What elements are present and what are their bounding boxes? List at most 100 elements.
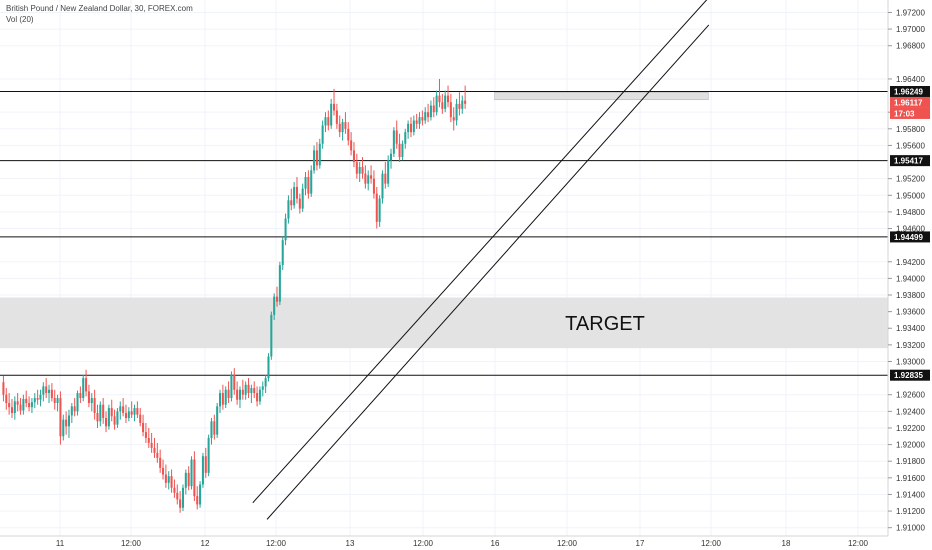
candle-body [127, 411, 130, 418]
candle-body [56, 398, 59, 404]
candle-body [5, 394, 8, 404]
candle-body [267, 356, 270, 379]
y-tick-label: 1.93400 [896, 324, 925, 333]
y-tick-label: 1.92000 [896, 441, 925, 450]
candle-body [313, 150, 316, 171]
y-tick-label: 1.92200 [896, 424, 925, 433]
candle-body [293, 186, 296, 206]
y-tick-label: 1.93200 [896, 341, 925, 350]
level-tag-bg [890, 231, 930, 243]
candle-body [213, 421, 216, 435]
y-tick-label: 1.92400 [896, 407, 925, 416]
candle-body [352, 150, 355, 163]
current-price-tag-bg [890, 96, 930, 108]
candle-body [327, 117, 330, 126]
candle-body [45, 386, 48, 394]
candle-body [247, 384, 250, 394]
candle-body [238, 389, 241, 400]
candle-body [290, 200, 293, 206]
candle-body [10, 407, 13, 414]
candle-body [53, 398, 56, 404]
candle-body [464, 100, 467, 104]
candle-body [364, 173, 367, 184]
candle-body [170, 476, 173, 488]
levels [0, 90, 888, 376]
candle-body [378, 198, 381, 222]
candle-body [241, 389, 244, 395]
candle-body [65, 419, 68, 427]
y-tick-label: 1.91000 [896, 524, 925, 533]
volume-label: Vol (20) [6, 15, 34, 24]
candle-body [452, 117, 455, 121]
candle-body [230, 374, 233, 399]
candle-body [261, 386, 264, 390]
candle-body [404, 132, 407, 144]
candle-body [427, 112, 430, 118]
level-tag-bg [890, 369, 930, 381]
x-tick-label: 18 [782, 539, 791, 548]
candle-body [59, 398, 62, 437]
candle-body [358, 167, 361, 174]
candle-body [196, 496, 199, 505]
candle-body [219, 393, 222, 407]
candle-body [407, 123, 410, 133]
target-label: TARGET [565, 313, 645, 335]
candle-body [82, 378, 85, 399]
candle-body [79, 393, 82, 399]
candle-body [207, 437, 210, 473]
candle-body [113, 416, 116, 425]
candle-body [287, 200, 290, 219]
candle-body [164, 474, 167, 483]
candle-body [438, 95, 441, 103]
x-tick-label: 11 [56, 539, 65, 548]
candle-body [99, 404, 102, 422]
candle-body [85, 378, 88, 392]
candle-body [107, 408, 110, 427]
y-tick-label: 1.91200 [896, 507, 925, 516]
candle-body [67, 415, 70, 427]
candle-body [105, 417, 108, 427]
countdown-tag: 17:03 [894, 109, 915, 118]
candle-body [307, 177, 310, 194]
candle-body [221, 393, 224, 405]
candle-body [2, 382, 5, 395]
candle-body [347, 128, 350, 141]
candle-body [19, 404, 22, 411]
candle-body [190, 459, 193, 487]
price-tags: 1.96249 1.95417 1.94499 1.92835 1.96117 17:03 [890, 85, 930, 381]
candle-body [384, 173, 387, 184]
candle-body [318, 143, 321, 166]
candle-body [73, 406, 76, 412]
candle-body [409, 123, 412, 133]
resistance-zone [494, 91, 709, 101]
candle-body [372, 178, 375, 194]
y-tick-label: 1.93600 [896, 308, 925, 317]
zones [0, 91, 888, 349]
candle-body [455, 103, 458, 121]
level-tag-bg [890, 155, 930, 167]
candle-body [270, 314, 273, 357]
candle-body [176, 492, 179, 500]
target-zone [0, 297, 888, 349]
x-tick-label: 12:00 [266, 539, 287, 548]
candle-body [204, 456, 207, 473]
candle-body [199, 484, 202, 505]
level-tag: 1.92835 [894, 371, 923, 380]
candle-body [102, 404, 105, 418]
candle-body [281, 240, 284, 266]
candle-body [167, 476, 170, 483]
candle-body [355, 162, 358, 174]
candle-body [96, 413, 99, 422]
candle-body [62, 419, 65, 437]
candle-body [119, 406, 122, 412]
y-tick-label: 1.95200 [896, 175, 925, 184]
candle-body [298, 198, 301, 209]
candle-body [370, 175, 373, 179]
candle-body [181, 487, 184, 508]
candle-body [273, 296, 276, 315]
candle-body [315, 150, 318, 166]
candle-body [70, 406, 73, 416]
